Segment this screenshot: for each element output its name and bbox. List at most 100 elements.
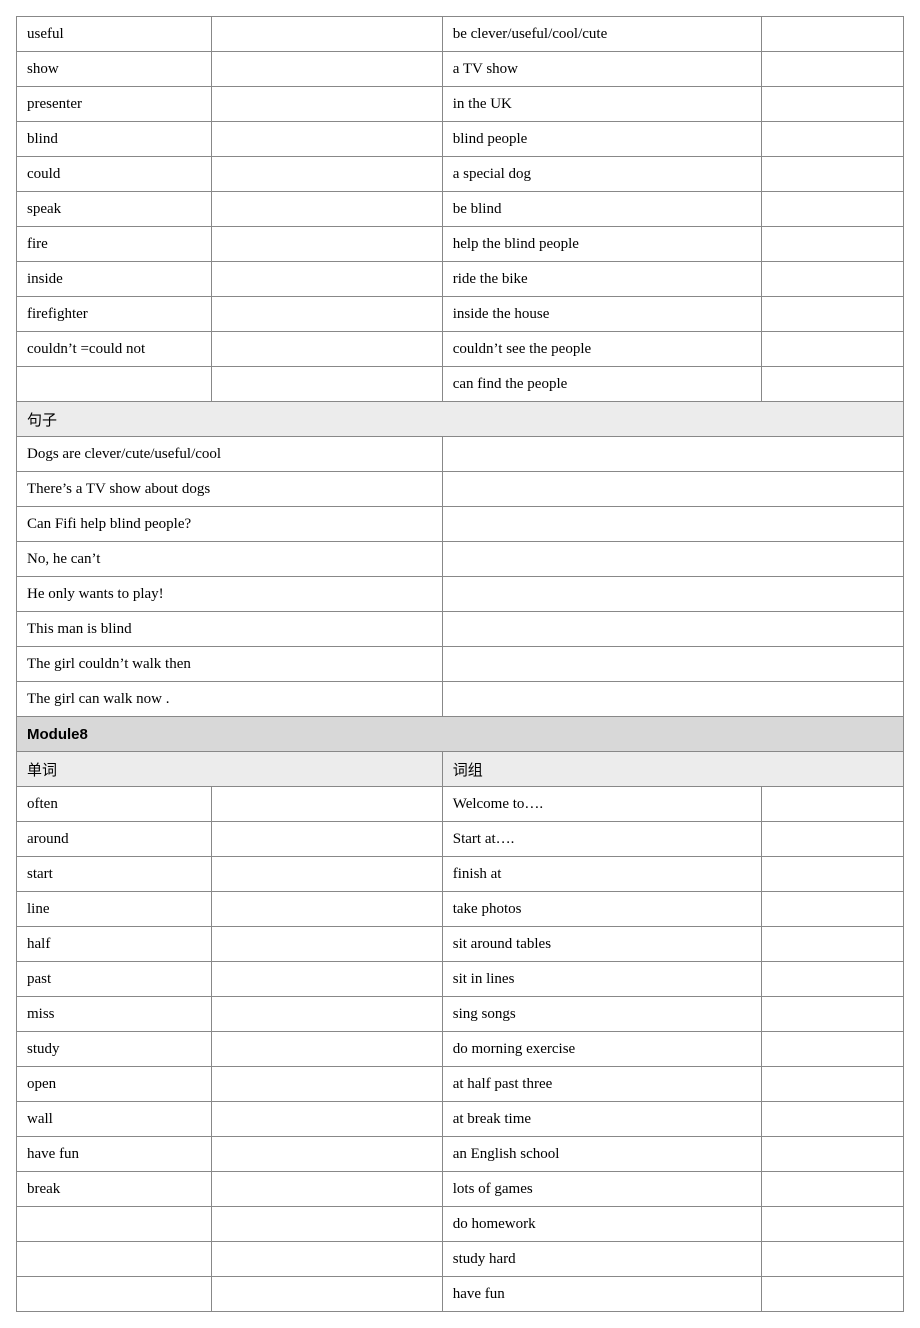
blank-cell [212,1172,443,1207]
sentence-cell: Can Fifi help blind people? [17,507,443,542]
blank-cell [212,892,443,927]
word-cell: past [17,962,212,997]
phrase-cell: Welcome to…. [442,787,761,822]
blank-cell [442,682,903,717]
phrase-cell: sit in lines [442,962,761,997]
sentence-row: Can Fifi help blind people? [17,507,904,542]
col-header-row: 单词词组 [17,752,904,787]
phrase-cell: do morning exercise [442,1032,761,1067]
blank-cell [762,822,904,857]
blank-cell [762,997,904,1032]
vocab-row: past sit in lines [17,962,904,997]
blank-cell [762,122,904,157]
blank-cell [762,962,904,997]
phrase-cell: do homework [442,1207,761,1242]
word-cell: could [17,157,212,192]
vocab-row: openat half past three [17,1067,904,1102]
blank-cell [442,437,903,472]
sentence-cell: The girl can walk now . [17,682,443,717]
word-cell: half [17,927,212,962]
vocab-row: have fun [17,1277,904,1312]
blank-cell [212,192,443,227]
phrase-cell: a TV show [442,52,761,87]
blank-cell [762,892,904,927]
vocab-row: do homework [17,1207,904,1242]
word-cell [17,1207,212,1242]
blank-cell [212,1137,443,1172]
blank-cell [762,367,904,402]
blank-cell [212,787,443,822]
blank-cell [212,227,443,262]
phrase-cell: blind people [442,122,761,157]
blank-cell [762,227,904,262]
phrase-cell: Start at…. [442,822,761,857]
section-header-sentences: 句子 [17,402,904,437]
phrase-cell: can find the people [442,367,761,402]
word-cell: line [17,892,212,927]
vocab-row: firehelp the blind people [17,227,904,262]
sentence-cell: He only wants to play! [17,577,443,612]
blank-cell [212,1102,443,1137]
phrase-cell: finish at [442,857,761,892]
phrase-cell: have fun [442,1277,761,1312]
vocab-row: can find the people [17,367,904,402]
word-cell: presenter [17,87,212,122]
blank-cell [212,1207,443,1242]
sentence-cell: Dogs are clever/cute/useful/cool [17,437,443,472]
word-cell: have fun [17,1137,212,1172]
blank-cell [212,1277,443,1312]
blank-cell [762,87,904,122]
vocab-row: insideride the bike [17,262,904,297]
phrase-cell: a special dog [442,157,761,192]
blank-cell [762,1067,904,1102]
blank-cell [762,1102,904,1137]
vocab-row: could a special dog [17,157,904,192]
phrase-cell: be clever/useful/cool/cute [442,17,761,52]
blank-cell [212,52,443,87]
blank-cell [442,647,903,682]
word-cell: blind [17,122,212,157]
word-cell: start [17,857,212,892]
blank-cell [762,52,904,87]
phrase-cell: study hard [442,1242,761,1277]
sentence-cell: No, he can’t [17,542,443,577]
word-cell: useful [17,17,212,52]
vocab-row: breaklots of games [17,1172,904,1207]
blank-cell [762,157,904,192]
phrase-cell: couldn’t see the people [442,332,761,367]
phrase-cell: an English school [442,1137,761,1172]
blank-cell [762,192,904,227]
sentence-cell: This man is blind [17,612,443,647]
blank-cell [212,157,443,192]
vocab-row: couldn’t =could notcouldn’t see the peop… [17,332,904,367]
word-cell: study [17,1032,212,1067]
sentence-row: He only wants to play! [17,577,904,612]
vocab-row: presenterin the UK [17,87,904,122]
blank-cell [212,962,443,997]
blank-cell [762,1172,904,1207]
blank-cell [212,332,443,367]
word-cell [17,1242,212,1277]
word-cell: often [17,787,212,822]
blank-cell [762,1207,904,1242]
blank-cell [762,857,904,892]
vocab-table: useful be clever/useful/cool/cute show a TV… [16,16,904,1312]
blank-cell [762,262,904,297]
blank-cell [762,1032,904,1067]
vocab-row: start finish at [17,857,904,892]
sentence-cell: The girl couldn’t walk then [17,647,443,682]
vocab-row: study hard [17,1242,904,1277]
blank-cell [762,1277,904,1312]
blank-cell [212,1067,443,1102]
blank-cell [762,1137,904,1172]
word-cell [17,1277,212,1312]
word-cell: show [17,52,212,87]
blank-cell [212,1032,443,1067]
section-header-row: 句子 [17,402,904,437]
vocab-row: misssing songs [17,997,904,1032]
col-header-phrase: 词组 [442,752,903,787]
blank-cell [212,822,443,857]
vocab-row: wallat break time [17,1102,904,1137]
blank-cell [212,87,443,122]
vocab-row: speakbe blind [17,192,904,227]
